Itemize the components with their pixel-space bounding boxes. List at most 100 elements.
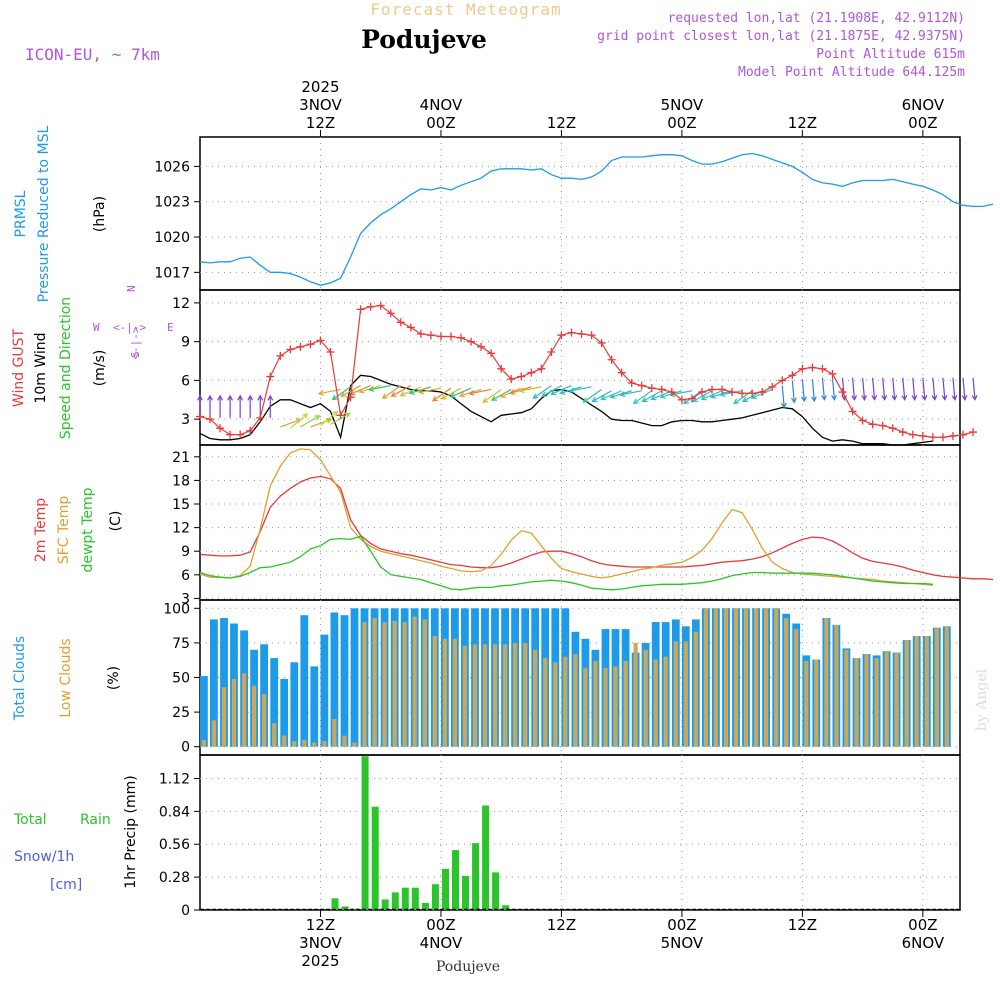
wind-direction-arrow [892, 377, 896, 400]
wind-gust-marker [888, 424, 897, 433]
clouds-ytick-label: 0 [181, 740, 190, 756]
wind-gust-marker [497, 364, 506, 373]
wind-direction-arrowhead [609, 393, 616, 399]
wind-direction-arrow [350, 385, 371, 395]
cloud-low-bar [553, 662, 558, 747]
wind-direction-arrowhead [719, 391, 726, 398]
wind-gust-marker [406, 323, 415, 332]
wind-direction-arrow [932, 377, 936, 400]
wind-direction-arrowhead [641, 396, 648, 402]
precip-rain-bar [341, 906, 349, 910]
point-altitude: Point Altitude 615m [816, 47, 965, 62]
pressure-panel [199, 136, 961, 291]
wind-gust-marker [226, 430, 235, 439]
cloud-total-bar [290, 662, 299, 747]
model-label: ICON-EU, ~ 7km [25, 45, 160, 64]
wind-direction-arrow [441, 387, 462, 400]
subtitle: Forecast Meteogram [370, 0, 561, 19]
cloud-low-bar [242, 673, 247, 747]
cloud-low-bar [392, 620, 397, 747]
wind-gust-marker [959, 430, 968, 439]
wind-direction-arrowhead [733, 398, 740, 405]
wind-direction-arrowhead [518, 387, 525, 394]
wind-direction-arrow [801, 379, 805, 402]
wind-gust-marker [386, 309, 395, 318]
wind-direction-arrowhead [931, 394, 938, 401]
cloud-total-bar [320, 634, 329, 747]
precip-rain-bar [421, 903, 429, 910]
wind-gust-marker [517, 372, 526, 381]
cloud-low-bar [593, 660, 598, 747]
wind-direction-arrow [620, 390, 642, 396]
cloud-low-bar [723, 608, 729, 747]
wind-direction-arrowhead [750, 393, 758, 400]
top-axis-label: 2025 [301, 78, 339, 96]
cloud-low-bar [342, 735, 347, 747]
wind-direction-arrowhead [482, 397, 489, 403]
cloud-low-bar [814, 659, 819, 747]
wind-direction-arrow [781, 385, 785, 408]
wind-direction-arrowhead [509, 389, 516, 395]
bottom-axis-label: 00Z [426, 916, 455, 934]
cloud-total-bar [270, 658, 279, 747]
cloud-low-bar [262, 694, 267, 747]
wind-gust-marker [667, 388, 676, 397]
precip-rain-bar [351, 908, 359, 910]
wind-direction-arrowhead [791, 397, 797, 404]
wind-gust-marker [336, 411, 345, 420]
temperature-series-sfc-temp [199, 448, 933, 586]
wind-direction-arrow [633, 390, 653, 404]
precip-ytick-label: 1.12 [159, 771, 190, 787]
compass-e: E [167, 321, 174, 334]
wind-gust-marker [296, 342, 305, 351]
cloud-total-bar [340, 615, 349, 747]
wind-gust-marker [547, 348, 556, 356]
cloud-low-bar [201, 739, 206, 747]
wind-direction-arrowhead [780, 402, 787, 409]
wind-direction-arrowhead [197, 394, 203, 401]
wind-direction-arrow [409, 386, 432, 394]
wind-direction-arrow [533, 385, 552, 399]
cloud-low-bar [543, 658, 548, 747]
requested-coords: requested lon,lat (21.1908E, 42.9112N) [668, 11, 965, 26]
precip-rain-bar [482, 805, 490, 910]
bottom-axis-label: 5NOV [661, 934, 704, 952]
wind-direction-arrowhead [861, 394, 868, 401]
wind-direction-arrowhead [358, 387, 365, 394]
wind-direction-arrow [369, 384, 391, 391]
wind-direction-arrowhead [227, 394, 234, 401]
wind-gust-marker [858, 416, 867, 425]
temperature-series-dewpt-temp [199, 535, 933, 591]
cloud-low-bar [854, 658, 859, 747]
wind-direction-arrow [683, 390, 703, 404]
compass-arrow-horizontal: <-|-> [113, 321, 146, 334]
wind-direction-arrow [902, 377, 906, 400]
cloud-low-bar [422, 619, 427, 747]
wind-gust-marker [467, 337, 476, 346]
wind-gust-marker [838, 388, 847, 397]
cloud-total-bar [210, 619, 218, 747]
bottom-location: Podujeve [436, 959, 500, 975]
wind-direction-arrowhead [901, 394, 908, 401]
wind-gust-marker [938, 433, 947, 442]
precip-rain-bar [371, 806, 379, 910]
cloud-low-bar [312, 742, 317, 747]
wind-gust-marker [306, 340, 315, 349]
precip-rain-bar [492, 872, 500, 910]
marks-layer [196, 152, 994, 911]
temperature-ytick-label: 12 [172, 521, 190, 537]
wind-direction-arrow [482, 388, 502, 403]
temperature-ytick-label: 21 [172, 450, 190, 466]
cloud-low-bar [523, 642, 528, 747]
wind-direction-arrowhead [911, 394, 918, 401]
wind-direction-arrowhead [582, 397, 589, 403]
cloud-low-bar [282, 735, 287, 747]
wind-gust-marker [206, 415, 215, 424]
wind-direction-arrowhead [961, 394, 968, 401]
cloud-low-bar [673, 641, 678, 747]
wind-gust-marker [848, 407, 857, 416]
precip-rain-bar [391, 892, 399, 910]
wind-direction-arrowhead [381, 393, 388, 399]
clouds-legend-low: Low Clouds [58, 638, 74, 717]
